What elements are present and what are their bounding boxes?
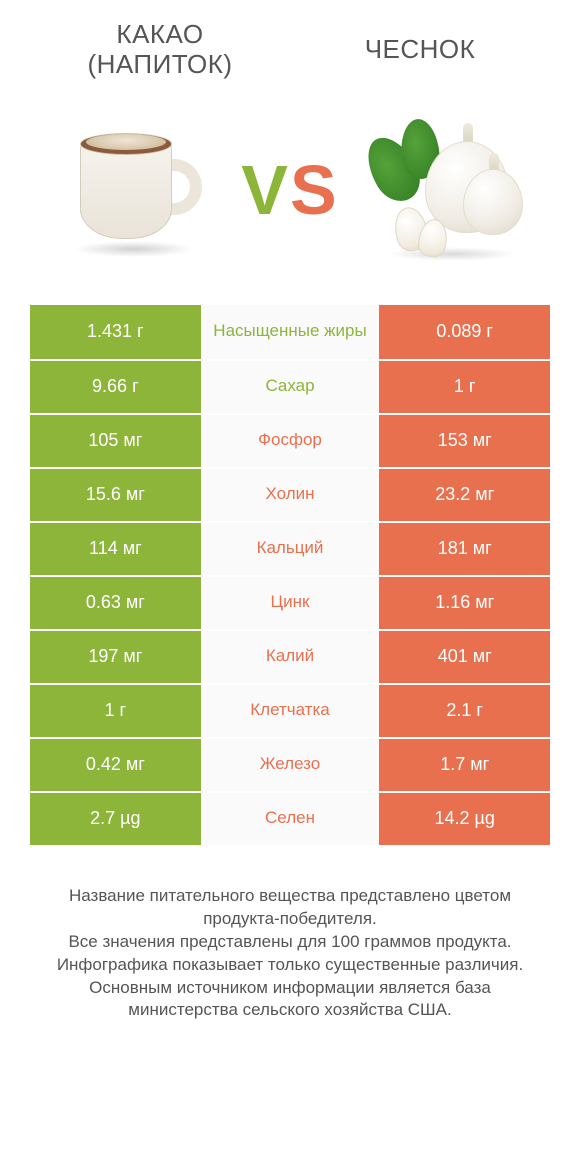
table-row: 2.7 µgСелен14.2 µg (30, 791, 550, 845)
nutrient-table: 1.431 гНасыщенные жиры0.089 г9.66 гСахар… (30, 305, 550, 845)
cell-left: 1.431 г (30, 305, 201, 359)
garlic-icon (367, 115, 527, 265)
cell-left: 0.42 мг (30, 739, 201, 791)
cell-right: 2.1 г (379, 685, 550, 737)
cell-right: 23.2 мг (379, 469, 550, 521)
cell-nutrient: Холин (201, 469, 380, 521)
cell-nutrient: Клетчатка (201, 685, 380, 737)
title-right: ЧЕСНОК (290, 35, 550, 65)
vs-s: S (290, 151, 339, 229)
cell-right: 153 мг (379, 415, 550, 467)
vs-v: V (241, 151, 290, 229)
title-left: КАКАО (НАПИТОК) (30, 20, 290, 80)
table-row: 0.63 мгЦинк1.16 мг (30, 575, 550, 629)
cell-left: 0.63 мг (30, 577, 201, 629)
cell-nutrient: Фосфор (201, 415, 380, 467)
cell-nutrient: Селен (201, 793, 380, 845)
table-row: 0.42 мгЖелезо1.7 мг (30, 737, 550, 791)
cell-nutrient: Насыщенные жиры (201, 305, 380, 359)
hero-image-right (345, 115, 550, 265)
cell-nutrient: Сахар (201, 361, 380, 413)
table-row: 114 мгКальций181 мг (30, 521, 550, 575)
legend-line: Основным источником информации является … (34, 977, 546, 1023)
cell-right: 1 г (379, 361, 550, 413)
cell-right: 1.16 мг (379, 577, 550, 629)
cell-nutrient: Железо (201, 739, 380, 791)
cell-left: 114 мг (30, 523, 201, 575)
cell-right: 401 мг (379, 631, 550, 683)
table-row: 105 мгФосфор153 мг (30, 413, 550, 467)
titles-row: КАКАО (НАПИТОК) ЧЕСНОК (30, 20, 550, 80)
table-row: 9.66 гСахар1 г (30, 359, 550, 413)
table-row: 15.6 мгХолин23.2 мг (30, 467, 550, 521)
table-row: 1.431 гНасыщенные жиры0.089 г (30, 305, 550, 359)
infographic-page: КАКАО (НАПИТОК) ЧЕСНОК VS (0, 0, 580, 1174)
cell-nutrient: Кальций (201, 523, 380, 575)
title-left-line2: (НАПИТОК) (87, 49, 232, 79)
legend-line: Все значения представлены для 100 граммо… (34, 931, 546, 954)
cell-nutrient: Цинк (201, 577, 380, 629)
cell-left: 1 г (30, 685, 201, 737)
cell-left: 197 мг (30, 631, 201, 683)
table-row: 197 мгКалий401 мг (30, 629, 550, 683)
vs-label: VS (235, 150, 344, 230)
cell-right: 181 мг (379, 523, 550, 575)
legend-text: Название питательного вещества представл… (30, 885, 550, 1023)
cocoa-mug-icon (58, 115, 208, 265)
hero-row: VS (30, 105, 550, 275)
hero-image-left (30, 115, 235, 265)
cell-left: 9.66 г (30, 361, 201, 413)
cell-left: 15.6 мг (30, 469, 201, 521)
cell-nutrient: Калий (201, 631, 380, 683)
cell-left: 105 мг (30, 415, 201, 467)
table-row: 1 гКлетчатка2.1 г (30, 683, 550, 737)
cell-right: 1.7 мг (379, 739, 550, 791)
title-left-line1: КАКАО (116, 19, 203, 49)
cell-right: 0.089 г (379, 305, 550, 359)
legend-line: Название питательного вещества представл… (34, 885, 546, 931)
cell-left: 2.7 µg (30, 793, 201, 845)
legend-line: Инфографика показывает только существенн… (34, 954, 546, 977)
cell-right: 14.2 µg (379, 793, 550, 845)
